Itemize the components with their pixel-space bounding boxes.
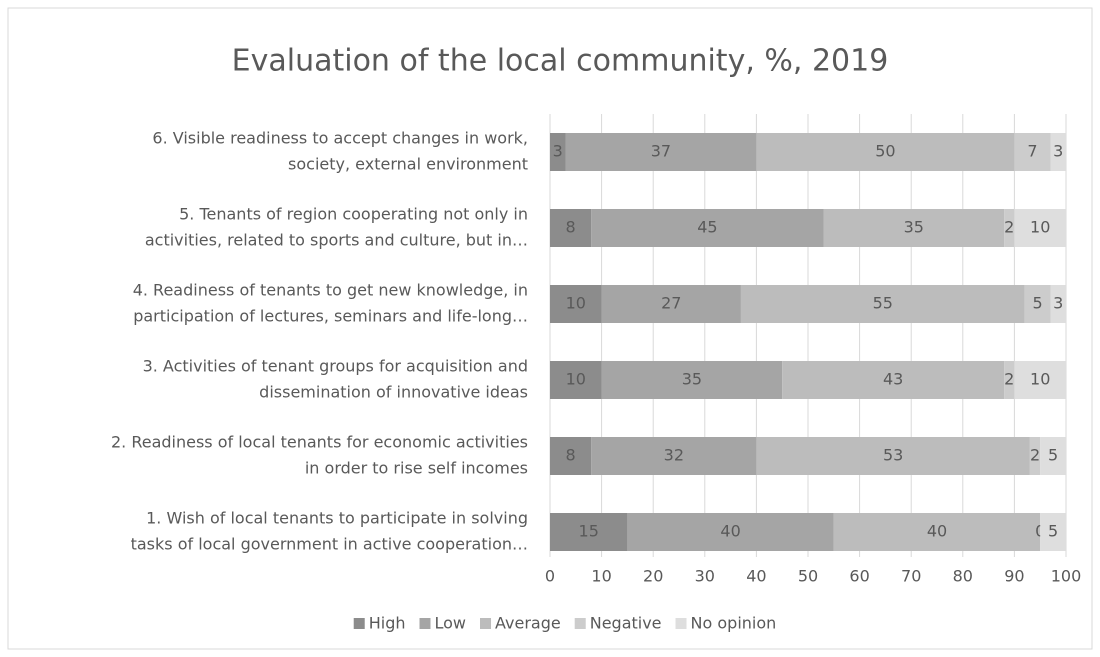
legend: High Low Average Negative No opinion — [353, 614, 777, 633]
data-label: 10 — [566, 294, 586, 313]
x-tick-label: 90 — [1004, 567, 1024, 586]
data-label: 3 — [1053, 294, 1063, 313]
bar-segment — [550, 209, 592, 247]
data-label: 55 — [873, 294, 893, 313]
y-tick-label: activities, related to sports and cultur… — [145, 231, 528, 250]
data-label: 3 — [553, 142, 563, 161]
data-label: 50 — [875, 142, 895, 161]
bar-segment — [1040, 437, 1066, 475]
x-tick-label: 50 — [798, 567, 818, 586]
x-tick-label: 0 — [545, 567, 555, 586]
data-label: 40 — [720, 522, 740, 541]
data-label: 32 — [664, 446, 684, 465]
legend-swatch — [574, 618, 586, 629]
y-tick-label: in order to rise self incomes — [305, 459, 528, 478]
data-label: 5 — [1033, 294, 1043, 313]
data-label: 43 — [883, 370, 903, 389]
data-label: 5 — [1048, 446, 1058, 465]
data-label: 10 — [1030, 370, 1050, 389]
y-tick-label: dissemination of innovative ideas — [259, 383, 528, 402]
bar-segment — [1014, 361, 1066, 399]
y-tick-label: participation of lectures, seminars and … — [133, 307, 528, 326]
x-tick-label: 70 — [901, 567, 921, 586]
legend-label: Average — [495, 614, 561, 633]
bar-segment — [782, 361, 1005, 399]
chart-title: Evaluation of the local community, %, 20… — [232, 44, 889, 79]
x-tick-label: 40 — [746, 567, 766, 586]
bar-segment — [550, 285, 602, 323]
y-tick-label: 4. Readiness of tenants to get new knowl… — [133, 281, 528, 300]
bar-segment — [550, 361, 602, 399]
data-label: 53 — [883, 446, 903, 465]
x-tick-label: 30 — [695, 567, 715, 586]
y-tick-label: society, external environment — [288, 155, 528, 174]
y-tick-label: 5. Tenants of region cooperating not onl… — [179, 205, 528, 224]
data-label: 35 — [904, 218, 924, 237]
y-tick-label: 6. Visible readiness to accept changes i… — [152, 129, 528, 148]
data-label: 45 — [697, 218, 717, 237]
legend-label: High — [369, 614, 406, 633]
data-label: 2 — [1004, 218, 1014, 237]
bar-segment — [740, 285, 1025, 323]
bar-segment — [1004, 209, 1015, 247]
data-label: 2 — [1004, 370, 1014, 389]
data-label: 10 — [566, 370, 586, 389]
x-tick-label: 10 — [591, 567, 611, 586]
bar-segment — [591, 437, 757, 475]
bar-segment — [1029, 437, 1041, 475]
bar-segment — [1014, 209, 1066, 247]
legend-swatch — [480, 618, 492, 629]
data-label: 40 — [927, 522, 947, 541]
bar-segment — [601, 285, 741, 323]
y-tick-label: 2. Readiness of local tenants for econom… — [111, 433, 528, 452]
data-label: 3 — [1053, 142, 1063, 161]
x-tick-label: 20 — [643, 567, 663, 586]
bar-segment — [1004, 361, 1015, 399]
bar-segment — [1040, 513, 1066, 551]
bar-segment — [550, 513, 628, 551]
legend-swatch — [675, 618, 687, 629]
bar-segment — [756, 437, 1030, 475]
data-label: 10 — [1030, 218, 1050, 237]
bar-segment — [1050, 133, 1066, 171]
data-label: 7 — [1027, 142, 1037, 161]
bar-segment — [1014, 133, 1051, 171]
legend-swatch — [419, 618, 431, 629]
bar-segment — [756, 133, 1015, 171]
x-tick-label: 60 — [849, 567, 869, 586]
bar-segment — [550, 437, 592, 475]
y-tick-label: tasks of local government in active coop… — [131, 535, 528, 554]
x-tick-label: 80 — [953, 567, 973, 586]
data-label: 8 — [566, 218, 576, 237]
legend-label: Low — [435, 614, 467, 633]
bar-segment — [833, 513, 1041, 551]
data-label: 8 — [566, 446, 576, 465]
x-tick-label: 100 — [1051, 567, 1082, 586]
data-label: 5 — [1048, 522, 1058, 541]
legend-label: Negative — [590, 614, 662, 633]
bar-segment — [1050, 285, 1066, 323]
bar-segment — [601, 361, 783, 399]
data-label: 27 — [661, 294, 681, 313]
data-label: 15 — [579, 522, 599, 541]
bar-segment — [550, 133, 566, 171]
y-tick-label: 1. Wish of local tenants to participate … — [146, 509, 528, 528]
bar-segment — [591, 209, 824, 247]
data-label: 2 — [1030, 446, 1040, 465]
legend-swatch — [353, 618, 365, 629]
legend-label: No opinion — [691, 614, 777, 633]
bar-segment — [627, 513, 834, 551]
data-label: 37 — [651, 142, 671, 161]
bar-segment — [823, 209, 1005, 247]
data-label: 35 — [682, 370, 702, 389]
bar-segment — [565, 133, 757, 171]
bar-segment — [1024, 285, 1051, 323]
y-tick-label: 3. Activities of tenant groups for acqui… — [143, 357, 528, 376]
